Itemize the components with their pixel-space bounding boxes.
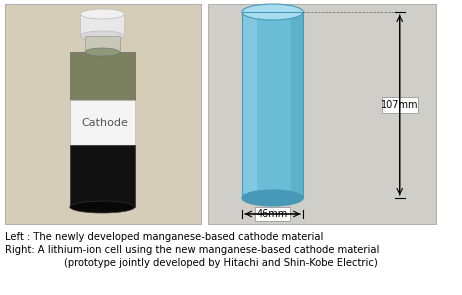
Text: Right: A lithium-ion cell using the new manganese-based cathode material: Right: A lithium-ion cell using the new … (5, 245, 379, 255)
Bar (80, 14, 124, 36)
Bar (255, 207, 290, 221)
Text: 46mm: 46mm (257, 209, 288, 219)
Bar (85, 36, 120, 54)
Bar (70, 100, 135, 145)
Bar (291, 12, 303, 198)
Bar (242, 12, 303, 198)
Bar (382, 97, 418, 113)
Bar (242, 12, 303, 198)
Ellipse shape (242, 190, 303, 206)
Text: Cathode: Cathode (82, 117, 128, 127)
Bar (208, 4, 436, 224)
Text: Left : The newly developed manganese-based cathode material: Left : The newly developed manganese-bas… (5, 232, 323, 242)
Ellipse shape (70, 201, 135, 213)
Bar (5, 4, 201, 224)
Ellipse shape (242, 4, 303, 20)
Bar (242, 12, 257, 198)
Ellipse shape (85, 48, 120, 56)
Ellipse shape (80, 31, 124, 41)
Text: (prototype jointly developed by Hitachi and Shin-Kobe Electric): (prototype jointly developed by Hitachi … (64, 258, 378, 268)
Bar (70, 145, 135, 207)
Ellipse shape (80, 9, 124, 19)
Bar (70, 52, 135, 100)
Text: 107mm: 107mm (381, 100, 419, 110)
